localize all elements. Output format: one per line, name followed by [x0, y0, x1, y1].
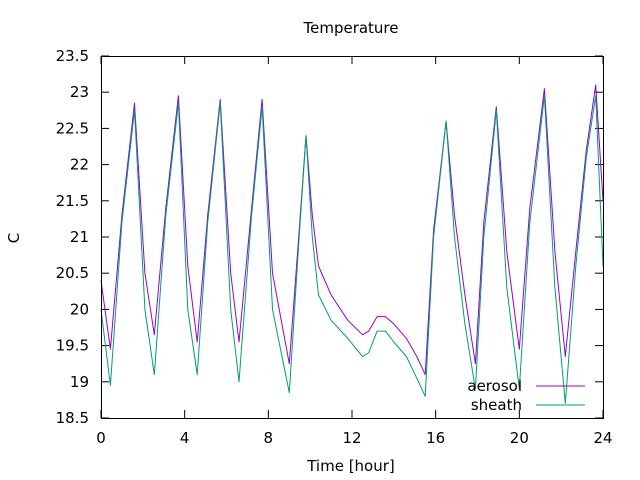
series-line-aerosol [100, 84, 604, 376]
x-axis-label: Time [hour] [306, 457, 395, 475]
x-tick-label: 20 [510, 429, 529, 447]
y-tick-label: 23 [70, 83, 89, 101]
y-tick-label: 22 [70, 156, 89, 174]
plot-frame [101, 56, 604, 419]
x-tick-label: 4 [180, 429, 190, 447]
legend-label-sheath: sheath [471, 396, 522, 414]
y-tick-label: 19 [70, 373, 89, 391]
y-tick-label: 22.5 [56, 119, 89, 137]
chart-title: Temperature [302, 19, 398, 37]
legend-label-aerosol: aerosol [467, 377, 522, 395]
x-tick-label: 0 [96, 429, 106, 447]
axis-ticks: 18.5 19 19.5 20 20.5 21 21.5 22 22.5 23 23.5 0 4 8 12 1… [56, 47, 613, 447]
y-axis-label: C [5, 233, 23, 243]
y-tick-label: 21.5 [56, 192, 89, 210]
y-tick-label: 19.5 [56, 337, 89, 355]
y-tick-label: 21 [70, 228, 89, 246]
y-tick-label: 20.5 [56, 264, 89, 282]
x-tick-label: 24 [593, 429, 612, 447]
series-line-sheath [100, 95, 604, 404]
y-tick-label: 18.5 [56, 409, 89, 427]
y-tick-label: 23.5 [56, 47, 89, 65]
x-tick-label: 8 [264, 429, 274, 447]
y-tick-label: 20 [70, 300, 89, 318]
x-tick-label: 12 [342, 429, 361, 447]
plot-series [100, 84, 604, 404]
x-tick-label: 16 [426, 429, 445, 447]
